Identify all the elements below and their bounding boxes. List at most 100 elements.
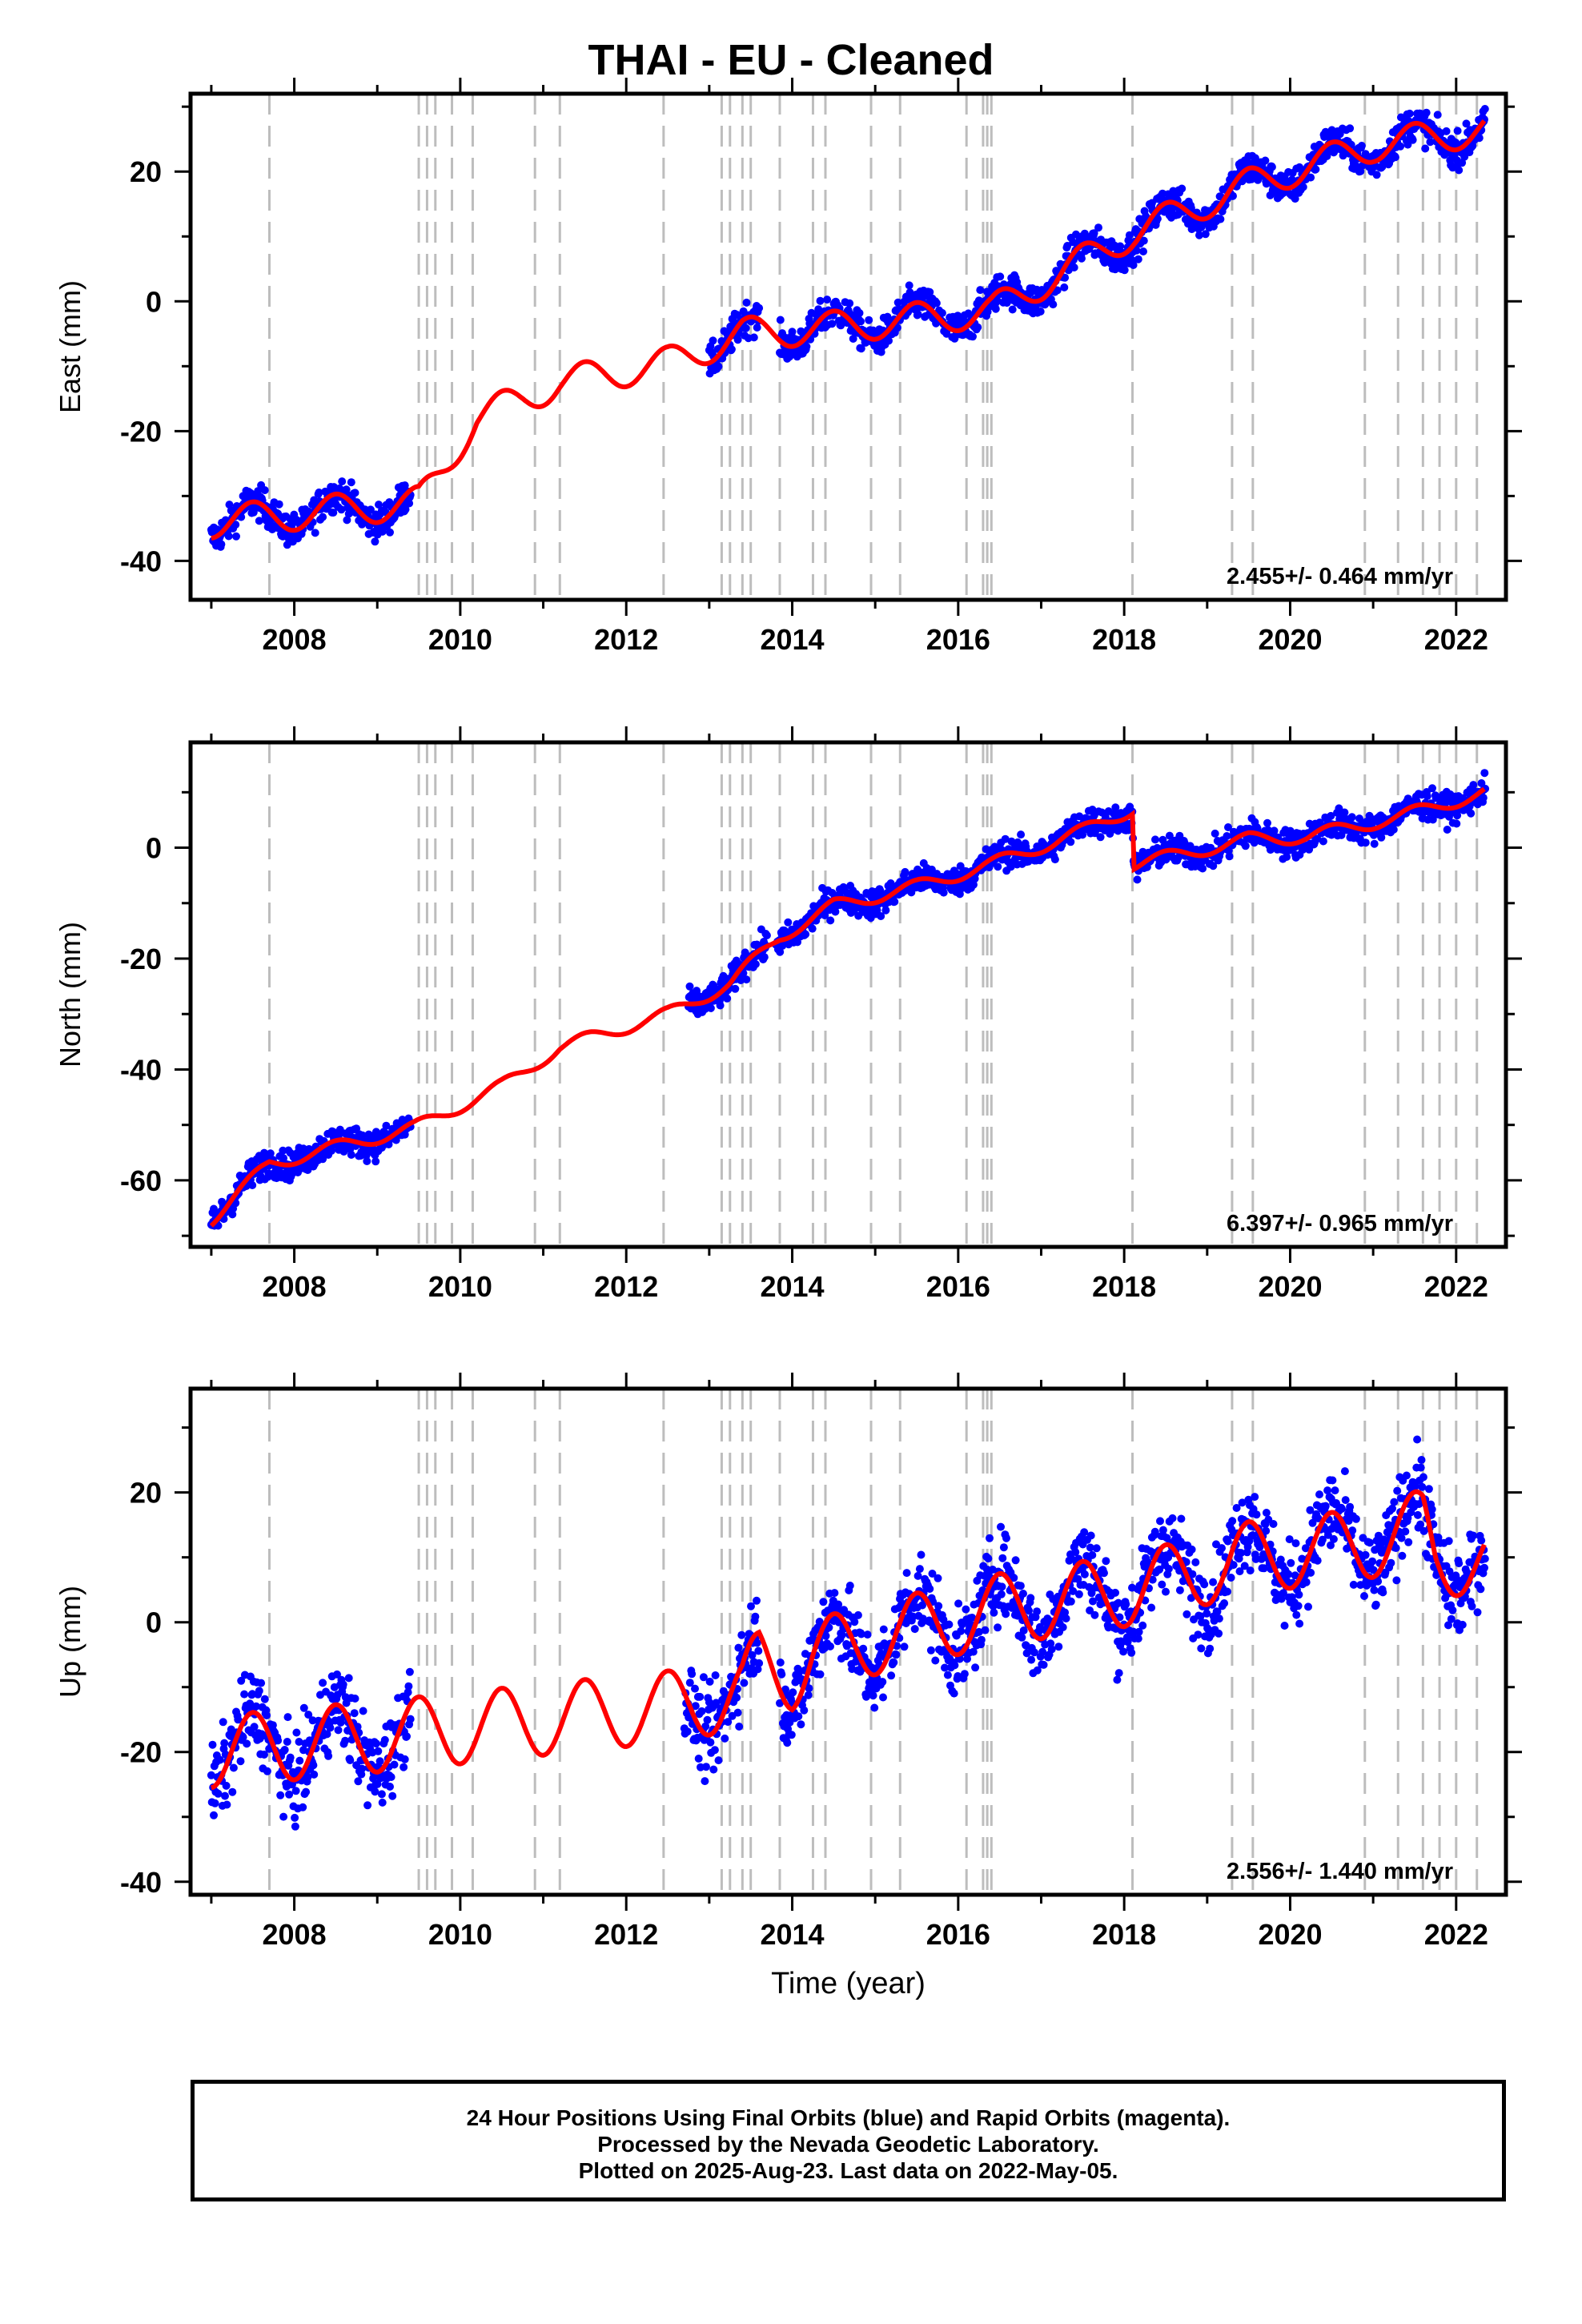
data-point xyxy=(1480,105,1489,113)
data-point xyxy=(974,1627,983,1636)
data-point xyxy=(873,906,881,915)
data-point xyxy=(1455,1559,1464,1568)
data-point xyxy=(801,930,810,939)
data-point xyxy=(211,1799,219,1807)
data-point xyxy=(1291,1539,1300,1548)
data-point xyxy=(939,888,948,897)
data-point xyxy=(1196,1612,1205,1621)
data-point xyxy=(1060,283,1069,292)
data-point xyxy=(354,1777,363,1786)
data-point xyxy=(1238,1498,1247,1507)
data-point xyxy=(1228,1517,1237,1526)
data-point xyxy=(1116,242,1125,251)
data-point xyxy=(363,1157,371,1165)
data-point xyxy=(1194,1630,1203,1639)
data-point xyxy=(255,1687,263,1695)
data-point xyxy=(324,1751,333,1760)
data-point xyxy=(1453,127,1462,135)
data-point xyxy=(932,299,941,308)
data-point xyxy=(1235,1567,1244,1576)
data-point xyxy=(1393,1486,1402,1495)
data-point xyxy=(248,1181,257,1189)
data-point xyxy=(1132,246,1141,255)
data-point xyxy=(1129,261,1138,269)
data-point xyxy=(1270,826,1279,835)
data-point xyxy=(1349,1580,1358,1589)
data-point xyxy=(934,1602,943,1610)
data-point xyxy=(219,1718,227,1727)
data-point xyxy=(776,947,785,956)
data-point xyxy=(938,308,946,317)
data-point xyxy=(706,1003,715,1012)
x-axis-label: Time (year) xyxy=(771,1967,926,2000)
data-point xyxy=(303,1773,312,1782)
data-point xyxy=(762,931,771,939)
data-point xyxy=(934,1574,942,1582)
data-point xyxy=(1419,1473,1427,1482)
data-point xyxy=(1102,1557,1110,1566)
data-point xyxy=(1033,1666,1042,1675)
y-tick-label: 20 xyxy=(130,1477,162,1510)
data-point xyxy=(981,1626,990,1634)
data-point xyxy=(776,1699,784,1707)
data-point xyxy=(344,1674,353,1683)
data-point xyxy=(299,1703,308,1712)
data-point xyxy=(1392,1576,1401,1585)
data-point xyxy=(371,1157,380,1166)
data-point xyxy=(1008,305,1017,314)
data-point xyxy=(703,1715,712,1724)
data-point xyxy=(404,1688,412,1697)
data-point xyxy=(984,1554,993,1563)
data-point xyxy=(405,499,414,508)
data-point xyxy=(1369,1566,1378,1574)
data-point xyxy=(1224,823,1232,831)
data-point xyxy=(1423,792,1431,801)
data-point xyxy=(268,1721,277,1730)
data-point xyxy=(1469,1531,1478,1540)
data-point xyxy=(1327,811,1335,820)
data-point xyxy=(231,521,240,529)
data-point xyxy=(742,298,751,307)
data-point xyxy=(825,1623,833,1632)
data-point xyxy=(1232,1504,1241,1512)
data-point xyxy=(1447,1614,1456,1623)
data-point xyxy=(986,1534,994,1542)
data-point xyxy=(702,1763,710,1771)
x-tick-label: 2018 xyxy=(1092,623,1156,656)
data-point xyxy=(733,1693,741,1702)
data-point xyxy=(1294,1602,1303,1610)
data-point xyxy=(291,1822,299,1831)
y-tick-label: -20 xyxy=(120,1736,162,1769)
data-point xyxy=(1011,1556,1020,1565)
data-point xyxy=(1311,165,1320,174)
footer-line-2: Processed by the Nevada Geodetic Laborat… xyxy=(597,2132,1099,2157)
data-point xyxy=(1168,1514,1177,1522)
data-point xyxy=(382,1121,391,1130)
data-point xyxy=(1295,1619,1304,1628)
y-axis-label: Up (mm) xyxy=(54,1586,86,1698)
data-point xyxy=(1307,173,1315,182)
data-point xyxy=(1218,1544,1226,1553)
data-point xyxy=(724,1718,733,1727)
data-point xyxy=(1016,1582,1025,1590)
data-point xyxy=(879,1625,888,1634)
data-point xyxy=(1391,1544,1400,1552)
data-point xyxy=(1366,1538,1374,1547)
data-point xyxy=(228,1787,237,1796)
data-point xyxy=(342,1699,351,1707)
data-point xyxy=(887,1671,896,1680)
data-point xyxy=(1139,247,1147,255)
data-point xyxy=(1335,804,1343,813)
x-tick-label: 2020 xyxy=(1258,1918,1322,1951)
data-point xyxy=(753,1665,762,1674)
data-point xyxy=(787,1731,796,1739)
data-point xyxy=(777,1670,786,1679)
data-point xyxy=(1030,1648,1038,1657)
data-point xyxy=(784,918,793,927)
y-tick-label: -20 xyxy=(120,415,162,448)
data-point xyxy=(1080,1570,1089,1578)
data-point xyxy=(207,1771,215,1779)
data-point xyxy=(338,477,347,486)
data-point xyxy=(1387,1558,1395,1567)
chart-title: THAI - EU - Cleaned xyxy=(588,36,994,84)
